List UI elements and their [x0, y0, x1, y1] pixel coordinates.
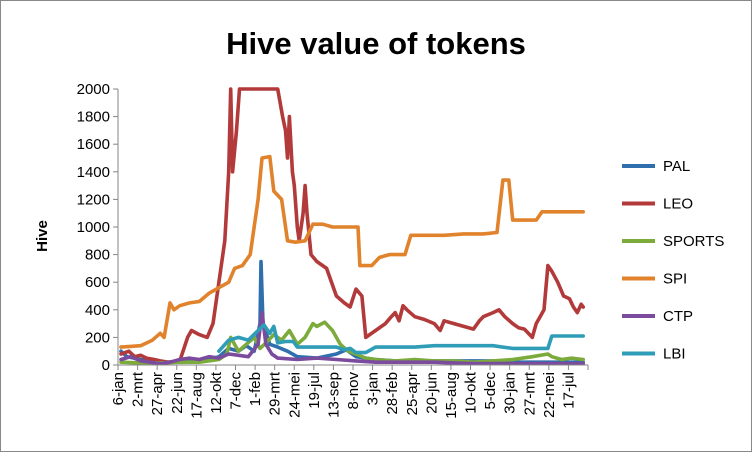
x-tick-label: 5-dec: [482, 372, 499, 410]
legend-label-pal: PAL: [663, 158, 690, 175]
x-tick-label: 28-feb: [384, 372, 401, 415]
y-tick-label: 400: [85, 302, 110, 319]
y-tick-label: 800: [85, 247, 110, 264]
x-tick-label: 6-jan: [110, 372, 127, 405]
legend-label-spi: SPI: [663, 271, 687, 288]
series-line-sports: [119, 320, 585, 365]
series-line-spi: [119, 154, 585, 349]
x-tick-label: 3-jan: [365, 372, 382, 405]
y-tick-label: 1000: [77, 219, 110, 236]
y-tick-label: 0: [102, 357, 110, 374]
x-tick-label: 7-dec: [228, 372, 245, 410]
x-tick-label: 17-jul: [560, 372, 577, 409]
series-layer: [119, 87, 585, 366]
x-tick-label: 30-jan: [502, 372, 519, 414]
y-tick-label: 2000: [77, 81, 110, 98]
y-tick-label: 600: [85, 274, 110, 291]
x-tick-label: 27-mrt: [521, 371, 538, 415]
x-tick-label: 19-jul: [306, 372, 323, 409]
x-tick-label: 2-mrt: [130, 371, 147, 407]
x-tick-label: 22-jun: [169, 372, 186, 414]
x-tick-label: 13-sep: [325, 372, 342, 418]
y-tick-label: 1600: [77, 136, 110, 153]
x-tick-label: 10-okt: [463, 371, 480, 414]
series-line-leo: [119, 87, 585, 364]
axes-layer: 0 200 400 600 800 1000 1200 1400 1600 1800 2000 6-j…: [77, 81, 589, 419]
x-tick-label: 12-okt: [208, 371, 225, 414]
y-tick-label: 1800: [77, 109, 110, 126]
legend-label-sports: SPORTS: [663, 233, 724, 250]
y-tick-label: 1400: [77, 164, 110, 181]
x-tick-label: 15-aug: [443, 372, 460, 419]
chart-title: Hive value of tokens: [226, 26, 526, 61]
x-tick-label: 17-aug: [188, 372, 205, 419]
legend-label-lbi: LBI: [663, 346, 686, 363]
y-tick-label: 1200: [77, 191, 110, 208]
x-tick-label: 20-jun: [423, 372, 440, 414]
y-tick-label: 200: [85, 329, 110, 346]
legend-label-ctp: CTP: [663, 308, 693, 325]
x-tick-label: 25-apr: [404, 372, 421, 415]
x-tick-label: 22-mei: [541, 372, 558, 418]
series-line-ctp: [119, 310, 585, 366]
x-tick-label: 24-mei: [286, 372, 303, 418]
x-tick-label: 8-nov: [345, 372, 362, 410]
x-tick-label: 29-mrt: [267, 371, 284, 415]
series-line-lbi: [217, 323, 585, 355]
legend-label-leo: LEO: [663, 196, 693, 213]
legend: PAL LEO SPORTS SPI CTP LBI: [622, 158, 724, 363]
x-tick-label: 1-feb: [247, 372, 264, 406]
y-axis-title: Hive: [34, 220, 51, 252]
x-tick-label: 27-apr: [149, 372, 166, 415]
